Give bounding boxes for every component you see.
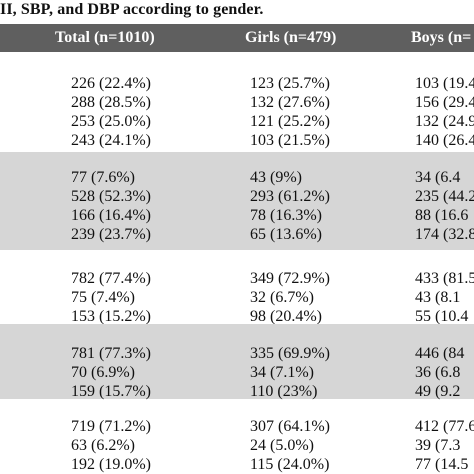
cell-girls: 98 (20.4%) (250, 308, 322, 325)
cell-total: 159 (15.7%) (71, 383, 151, 400)
cell-total: 226 (22.4%) (71, 75, 151, 92)
header-boys: Boys (n= (411, 29, 472, 46)
cell-girls: 34 (7.1%) (250, 364, 314, 381)
cell-girls: 132 (27.6%) (250, 94, 330, 111)
cell-boys: 132 (24.9 (415, 113, 474, 130)
cell-girls: 335 (69.9%) (250, 345, 330, 362)
header-girls: Girls (n=479) (245, 29, 337, 46)
cell-boys: 88 (16.6 (415, 207, 469, 224)
cell-boys: 433 (81.5 (415, 270, 474, 287)
cell-girls: 123 (25.7%) (250, 75, 330, 92)
cell-girls: 43 (9%) (250, 169, 302, 186)
header-total: Total (n=1010) (55, 29, 155, 46)
cell-total: 781 (77.3%) (71, 345, 151, 362)
cell-total: 153 (15.2%) (71, 308, 151, 325)
cell-girls: 78 (16.3%) (250, 207, 322, 224)
cell-total: 63 (6.2%) (71, 437, 135, 454)
cell-girls: 24 (5.0%) (250, 437, 314, 454)
cell-boys: 156 (29.4 (415, 94, 474, 111)
cell-total: 528 (52.3%) (71, 188, 151, 205)
row-group-2 (0, 152, 474, 250)
cell-girls: 65 (13.6%) (250, 226, 322, 243)
cell-total: 719 (71.2%) (71, 418, 151, 435)
cell-total: 288 (28.5%) (71, 94, 151, 111)
cell-total: 77 (7.6%) (71, 169, 135, 186)
cell-girls: 115 (24.0%) (250, 456, 330, 473)
cell-total: 253 (25.0%) (71, 113, 151, 130)
table-header: Total (n=1010) Girls (n=479) Boys (n= (0, 24, 474, 52)
cell-boys: 49 (9.2 (415, 383, 461, 400)
cell-boys: 55 (10.4 (415, 308, 469, 325)
cell-boys: 103 (19.4 (415, 75, 474, 92)
cell-boys: 235 (44.2 (415, 188, 474, 205)
cell-total: 75 (7.4%) (71, 289, 135, 306)
cell-girls: 121 (25.2%) (250, 113, 330, 130)
cell-boys: 174 (32.8 (415, 226, 474, 243)
row-group-4 (0, 324, 474, 399)
cell-total: 243 (24.1%) (71, 132, 151, 149)
cell-total: 782 (77.4%) (71, 270, 151, 287)
cell-total: 239 (23.7%) (71, 226, 151, 243)
cell-boys: 412 (77.6 (415, 418, 474, 435)
cell-girls: 110 (23%) (250, 383, 318, 400)
cell-boys: 34 (6.4 (415, 169, 461, 186)
cell-girls: 103 (21.5%) (250, 132, 330, 149)
cell-boys: 36 (6.8 (415, 364, 461, 381)
cell-boys: 77 (14.5 (415, 456, 469, 473)
cell-girls: 293 (61.2%) (250, 188, 330, 205)
cell-girls: 349 (72.9%) (250, 270, 330, 287)
cell-boys: 140 (26.4 (415, 132, 474, 149)
table-title: II, SBP, and DBP according to gender. (0, 1, 264, 18)
cell-total: 70 (6.9%) (71, 364, 135, 381)
cell-total: 166 (16.4%) (71, 207, 151, 224)
cell-girls: 32 (6.7%) (250, 289, 314, 306)
cell-total: 192 (19.0%) (71, 456, 151, 473)
cell-girls: 307 (64.1%) (250, 418, 330, 435)
cell-boys: 446 (84 (415, 345, 465, 362)
cell-boys: 39 (7.3 (415, 437, 461, 454)
cell-boys: 43 (8.1 (415, 289, 461, 306)
